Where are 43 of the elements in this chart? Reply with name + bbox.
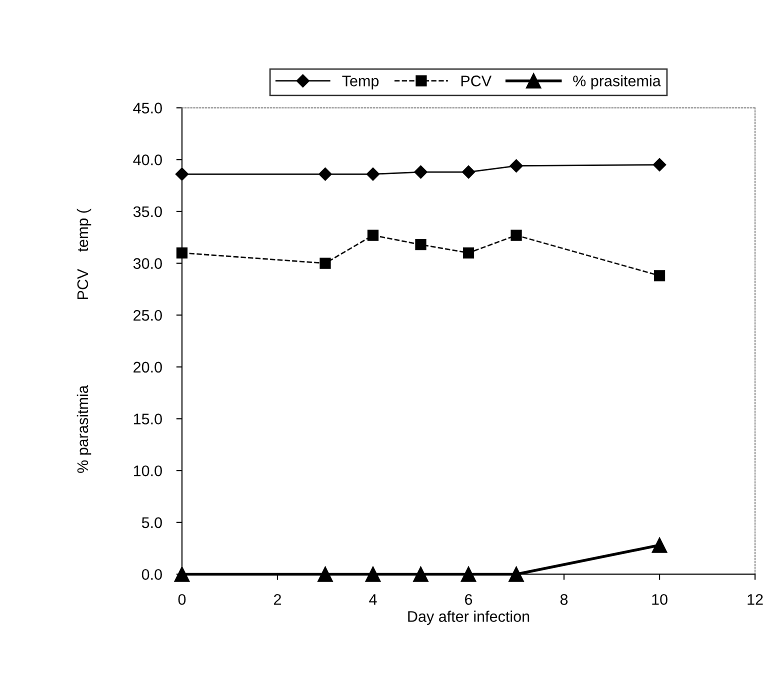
point [366, 168, 380, 181]
y-tick-label: 10.0 [134, 465, 162, 476]
x-tick-label: 10 [652, 594, 668, 605]
x-tick-label: 12 [748, 594, 763, 605]
point [510, 230, 522, 241]
point [413, 566, 428, 582]
y-tick-label: 30.0 [133, 258, 162, 269]
point [176, 247, 188, 258]
point [462, 247, 474, 258]
y-tick-label: 35.0 [133, 206, 162, 218]
y-tick-label: 45.0 [133, 102, 162, 114]
point [320, 258, 331, 269]
point [174, 566, 190, 582]
legend-label: Temp [342, 76, 379, 90]
y-tick-label: 20.0 [134, 362, 162, 373]
y-tick-label: 15.0 [134, 414, 162, 424]
point [508, 566, 524, 582]
point [510, 159, 523, 172]
point [415, 239, 426, 250]
x-axis-title: Day after infection [408, 610, 530, 625]
x-tick-label: 0 [178, 594, 186, 605]
point [318, 566, 333, 582]
point [318, 168, 332, 181]
x-tick-label: 4 [369, 594, 377, 605]
point [414, 165, 428, 179]
point [462, 165, 476, 179]
x-tick-label: 2 [274, 594, 281, 605]
point [175, 168, 189, 181]
y-tick-label: 40.0 [133, 154, 162, 166]
y-axis-title: % parasitmia PCV temp ( [76, 208, 92, 473]
x-tick-label: 8 [560, 594, 568, 605]
x-tick-label: 6 [465, 594, 472, 605]
point [652, 158, 666, 172]
y-tick-label: 5.0 [142, 517, 162, 528]
point [654, 270, 666, 282]
point [652, 538, 668, 553]
y-tick-label: 25.0 [134, 310, 162, 321]
legend-label: PCV [461, 76, 492, 86]
y-tick-label: 0.0 [142, 569, 162, 580]
point [367, 230, 379, 241]
point [460, 566, 476, 582]
legend-label: % prasitemia [573, 75, 661, 90]
point [365, 566, 381, 582]
